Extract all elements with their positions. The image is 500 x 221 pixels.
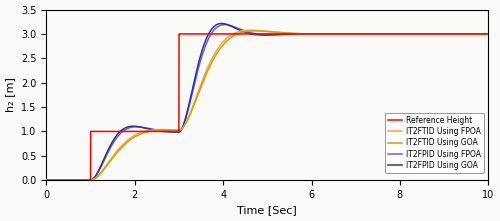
- Y-axis label: h₂ [m]: h₂ [m]: [6, 77, 16, 112]
- Legend: Reference Height, IT2FTID Using FPOA, IT2FTID Using GOA, IT2FPID Using FPOA, IT2: Reference Height, IT2FTID Using FPOA, IT…: [385, 113, 484, 173]
- X-axis label: Time [Sec]: Time [Sec]: [238, 206, 297, 215]
